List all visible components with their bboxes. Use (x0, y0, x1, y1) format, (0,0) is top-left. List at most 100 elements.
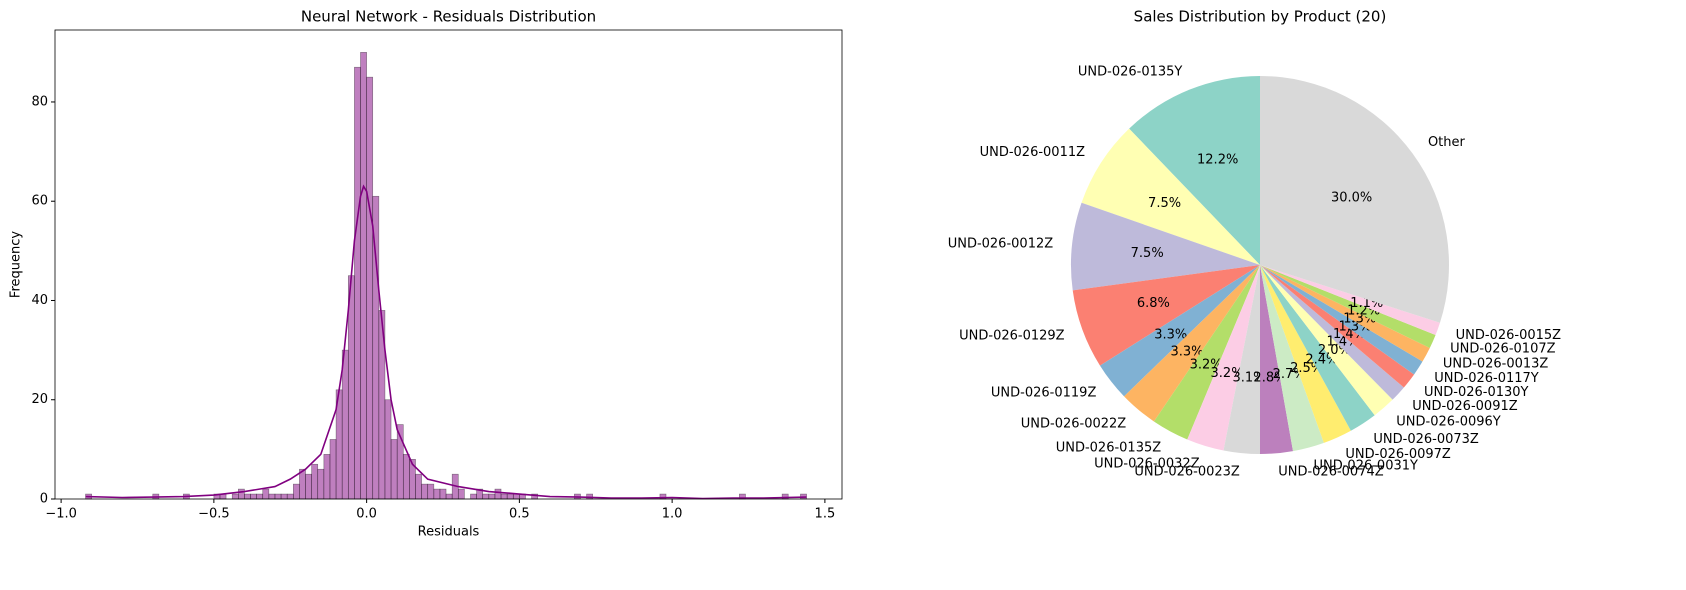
histogram-bar (280, 493, 288, 500)
histogram-bar (250, 493, 257, 500)
pie-slice (1072, 265, 1260, 366)
y-tick-label: 60 (31, 194, 48, 209)
slice-percent: 7.5% (1131, 246, 1164, 261)
slice-label: UND-026-0031Y (1313, 458, 1418, 473)
x-tick-label: 1.0 (662, 507, 683, 522)
slice-label: UND-026-0091Z (1412, 399, 1518, 414)
histogram-bar (323, 454, 331, 500)
y-axis-label: Frequency (9, 231, 24, 298)
pie-slice (1260, 265, 1294, 454)
histogram-bar (445, 493, 453, 500)
pie-slice (1260, 265, 1436, 348)
pie-slice (1071, 202, 1260, 291)
pie-slice (1260, 265, 1440, 335)
histogram-bar (238, 488, 245, 500)
x-tick-label: 0.0 (356, 507, 377, 522)
slice-label: UND-026-0119Z (991, 386, 1097, 401)
pie-slice (1260, 76, 1449, 323)
pie-slice (1260, 265, 1404, 400)
histogram-bar (360, 52, 367, 500)
pie-slice (1260, 265, 1351, 443)
histogram-bar (231, 493, 239, 500)
slice-percent: 2.8% (1253, 370, 1286, 385)
histogram-bar (317, 468, 325, 500)
axes-frame (54, 29, 843, 500)
slice-percent: 3.1% (1232, 370, 1265, 385)
histogram-bar (299, 468, 306, 500)
histogram-bar (494, 488, 502, 500)
slice-label: UND-026-0107Z (1450, 342, 1556, 357)
slice-label: UND-026-0130Y (1424, 385, 1529, 400)
histogram-bar (402, 454, 410, 500)
slice-label: UND-026-0012Z (948, 237, 1054, 252)
slice-percent: 30.0% (1331, 191, 1372, 206)
histogram-bar (256, 493, 264, 500)
pie-slice (1124, 265, 1260, 422)
histogram-bar (329, 439, 337, 500)
histogram-bar (347, 275, 355, 500)
y-tick-label: 40 (31, 293, 48, 308)
x-tick-label: −1.0 (45, 507, 77, 522)
slice-label: UND-026-0032Z (1094, 456, 1200, 471)
slice-label: UND-026-0129Z (959, 328, 1065, 343)
x-axis-label: Residuals (418, 525, 480, 540)
histogram-bar (500, 493, 508, 500)
histogram-bar (384, 399, 392, 500)
slice-label: UND-026-0011Z (980, 145, 1086, 160)
histogram-bar (421, 483, 429, 500)
slice-label: UND-026-0015Z (1456, 328, 1562, 343)
histogram-bar (292, 483, 300, 500)
slice-percent: 6.8% (1137, 296, 1170, 311)
y-tick-label: 80 (31, 94, 48, 109)
histogram-bar (274, 493, 282, 500)
pie-slice (1099, 265, 1260, 397)
slice-label: UND-026-0023Z (1134, 464, 1240, 479)
slice-label: UND-026-0117Y (1434, 371, 1539, 386)
histogram-bar (341, 349, 349, 500)
histogram-bar (433, 488, 441, 500)
slice-percent: 7.5% (1148, 196, 1181, 211)
x-tick-label: 1.5 (815, 507, 836, 522)
pie-slice (1260, 265, 1415, 388)
pie-slice (1153, 265, 1260, 440)
slice-label: Other (1428, 135, 1466, 150)
histogram-bar (366, 76, 374, 500)
slice-label: UND-026-0135Z (1056, 440, 1162, 455)
y-tick-label: 20 (31, 392, 48, 407)
pie-slice (1129, 76, 1260, 265)
histogram-bar (427, 483, 435, 500)
histogram-bar (415, 473, 422, 500)
slice-label: UND-026-0097Z (1345, 447, 1451, 462)
pie-slice (1081, 128, 1260, 265)
histogram-bar (470, 493, 477, 500)
histogram-bar (262, 488, 270, 500)
histogram-bar (305, 473, 312, 500)
histogram-bar (268, 493, 276, 500)
histogram-bar (244, 493, 251, 500)
pie-slice (1260, 265, 1324, 452)
slice-percent: 3.3% (1154, 327, 1187, 342)
histogram-bar (488, 493, 496, 500)
histogram-bar (457, 488, 465, 500)
slice-percent: 12.2% (1197, 152, 1238, 167)
histogram-bar (439, 488, 447, 500)
slice-label: UND-026-0073Z (1373, 432, 1479, 447)
kde-line (85, 184, 807, 500)
y-tick-label: 0 (40, 492, 48, 507)
histogram-bar (311, 463, 319, 500)
x-tick-label: 0.5 (509, 507, 530, 522)
pie-slice (1187, 265, 1260, 451)
slice-percent: 3.3% (1171, 344, 1204, 359)
slice-label: UND-026-0022Z (1021, 417, 1127, 432)
slice-label: UND-026-0013Z (1443, 356, 1549, 371)
slice-percent: 3.2% (1190, 357, 1223, 372)
histogram-bar (506, 493, 514, 500)
chart-title: Sales Distribution by Product (20) (1134, 8, 1387, 26)
pie-slice (1260, 265, 1393, 416)
slice-label: UND-026-0135Y (1078, 65, 1183, 80)
histogram-bar (512, 493, 520, 500)
pie-slice (1260, 265, 1430, 362)
pie-slice (1223, 265, 1260, 454)
chart-title: Neural Network - Residuals Distribution (301, 8, 596, 26)
